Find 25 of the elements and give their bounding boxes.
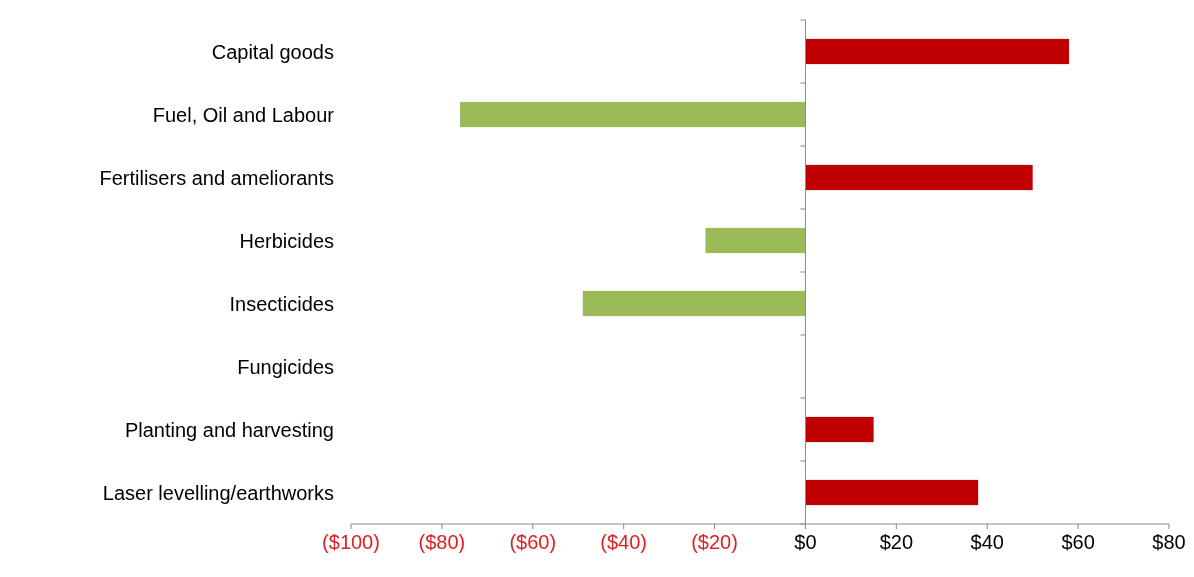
y-tick-label: Fungicides — [237, 355, 334, 378]
x-tick-label: $20 — [879, 531, 914, 553]
x-tick-label: ($20) — [691, 531, 738, 553]
bar — [805, 38, 1070, 65]
x-tick-label: $40 — [970, 531, 1004, 553]
x-tick-label: ($60) — [509, 531, 557, 553]
bar — [805, 416, 874, 443]
bar — [460, 101, 806, 128]
bar — [582, 290, 806, 317]
y-tick-label: Insecticides — [229, 292, 334, 315]
y-tick-label: Capital goods — [211, 40, 334, 63]
x-tick-label: $60 — [1061, 531, 1095, 553]
y-tick-label: Planting and harvesting — [124, 418, 334, 441]
x-tick-label: $0 — [794, 531, 817, 553]
y-tick-label: Fertilisers and ameliorants — [99, 166, 334, 189]
x-tick-label: ($100) — [322, 531, 380, 553]
bar — [705, 227, 806, 254]
x-tick-label: ($80) — [418, 531, 466, 553]
bar — [805, 479, 979, 506]
bar — [805, 164, 1033, 191]
x-tick-label: $80 — [1152, 531, 1186, 553]
y-tick-label: Laser levelling/earthworks — [102, 481, 334, 504]
y-tick-label: Fuel, Oil and Labour — [152, 103, 335, 126]
x-tick-label: ($40) — [600, 531, 648, 553]
y-tick-label: Herbicides — [239, 229, 334, 252]
